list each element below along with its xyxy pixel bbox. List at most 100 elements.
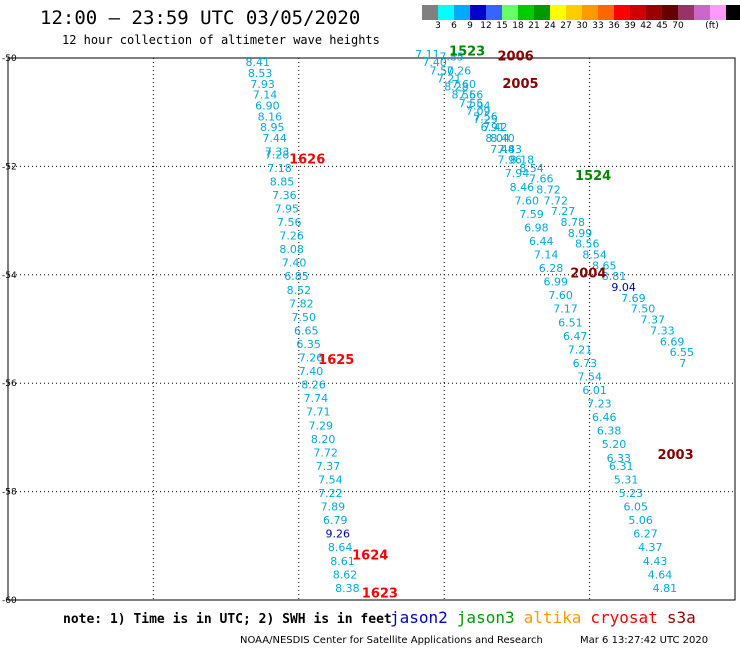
wave-height-value: 7.60 [451, 78, 476, 91]
wave-height-value: 7.95 [275, 202, 300, 215]
color-scale-label: 36 [608, 21, 620, 31]
wave-height-value: 7.93 [250, 78, 274, 91]
plot-frame [7, 57, 736, 601]
wave-height-value: 5.06 [628, 514, 653, 527]
wave-height-value: 8.65 [592, 259, 617, 272]
wave-height-value: 8.40 [490, 132, 515, 145]
wave-height-value: 7.18 [267, 162, 292, 175]
wave-height-value: 9.04 [611, 281, 636, 294]
wave-height-value: 6.47 [563, 330, 588, 343]
wave-height-value: 6.99 [544, 276, 569, 289]
color-scale-label: 15 [496, 21, 508, 31]
wave-height-value: 8.72 [536, 184, 561, 197]
wave-height-map: 303336394245-50-52-54-56-58-608.418.537.… [2, 44, 736, 605]
wave-height-value: 7.23 [587, 398, 612, 411]
color-swatch [566, 5, 582, 20]
wave-height-value: 8.46 [510, 181, 535, 194]
color-scale-label: 45 [656, 21, 668, 31]
pass-label: 1624 [352, 548, 388, 563]
wave-height-value: 6.28 [539, 262, 564, 275]
color-scale-label: 12 [480, 21, 492, 31]
wave-height-value: 7.26 [279, 230, 304, 243]
wave-height-value: 5.23 [619, 487, 644, 500]
color-swatch [534, 5, 550, 20]
y-tick-label: -54 [2, 271, 17, 281]
wave-height-value: 8.64 [328, 541, 353, 554]
wave-height-value: 8.20 [311, 433, 336, 446]
wave-height-value: 9.26 [325, 528, 350, 541]
wave-height-value: 7.40 [282, 257, 307, 270]
wave-height-value: 4.37 [638, 541, 663, 554]
wave-height-value: 7.89 [321, 501, 346, 514]
footer-note: note: 1) Time is in UTC; 2) SWH is in fe… [63, 612, 392, 627]
wave-height-value: 7.69 [621, 292, 646, 305]
wave-height-value: 7.54 [318, 473, 343, 486]
y-tick-label: -50 [2, 54, 17, 64]
wave-height-value: 7.96 [498, 154, 522, 167]
color-swatch [486, 5, 502, 20]
color-swatch [662, 5, 678, 20]
wave-height-value: 6.79 [323, 514, 348, 527]
page-subtitle: 12 hour collection of altimeter wave hei… [62, 33, 380, 47]
wave-height-value: 7.56 [459, 89, 484, 102]
y-tick-label: -60 [2, 596, 17, 605]
pass-label: 1523 [449, 44, 485, 59]
wave-height-value: 7.11 [415, 48, 440, 61]
wave-height-value: 6.69 [660, 335, 685, 348]
color-scale-label: 24 [544, 21, 556, 31]
color-swatch [726, 5, 740, 20]
color-scale-label: 39 [624, 21, 636, 31]
wave-height-value: 6.05 [624, 501, 649, 514]
wave-height-value: 7.94 [466, 99, 491, 112]
color-scale-label: 21 [528, 21, 540, 31]
wave-height-value: 7.82 [289, 297, 314, 310]
wave-height-value: 7.50 [292, 311, 317, 324]
y-tick-label: -58 [2, 488, 17, 498]
wave-height-value: 8.61 [330, 555, 355, 568]
wave-height-value: 7.25 [473, 113, 498, 126]
wave-height-value: 8.16 [258, 110, 283, 123]
page-title: 12:00 – 23:59 UTC 03/05/2020 [40, 7, 361, 29]
color-scale-label: 18 [512, 21, 524, 31]
wave-height-value: 6.91 [481, 121, 506, 134]
wave-height-value: 7.50 [631, 303, 656, 316]
wave-height-value: 7.60 [514, 194, 539, 207]
wave-height-value: 7 [679, 357, 686, 370]
pass-label: 1626 [289, 153, 325, 168]
wave-height-value: 7.22 [318, 487, 343, 500]
wave-height-value: 8.28 [444, 81, 469, 94]
wave-height-value: 8.38 [335, 582, 360, 595]
wave-height-value: 5.20 [602, 438, 627, 451]
wave-height-value: 6.31 [609, 460, 634, 473]
pass-label: 2006 [498, 50, 534, 65]
color-scale-label: 42 [640, 21, 652, 31]
wave-height-value: 6.65 [294, 324, 319, 337]
color-swatch [694, 5, 710, 20]
wave-height-value: 8.26 [301, 379, 326, 392]
y-tick-label: -56 [2, 379, 17, 389]
wave-height-value: 6.44 [529, 235, 554, 248]
pass-label: 1524 [575, 169, 611, 184]
wave-height-value: 7.44 [490, 143, 515, 156]
color-scale-unit: (ft) [705, 21, 719, 31]
wave-height-value: 6.38 [597, 425, 622, 438]
wave-height-value: 6.55 [670, 346, 695, 359]
wave-height-value: 8.81 [602, 270, 627, 283]
legend-entry-cryosat: cryosat [590, 608, 658, 627]
color-swatch [646, 5, 662, 20]
color-swatch [502, 5, 518, 20]
wave-height-value: 7.33 [650, 324, 675, 337]
wave-height-value: 7.59 [519, 208, 544, 221]
wave-height-value: 7.94 [505, 167, 530, 180]
wave-height-value: 8.08 [279, 243, 304, 256]
wave-height-value: 6.51 [558, 316, 583, 329]
credit-text: NOAA/NESDIS Center for Satellite Applica… [240, 635, 543, 646]
wave-height-value: 7.26 [447, 64, 472, 77]
color-swatch [582, 5, 598, 20]
color-swatch [678, 5, 694, 20]
wave-height-value: 6.90 [255, 99, 280, 112]
color-scale-label: 3 [435, 21, 441, 31]
wave-height-value: 8.53 [248, 67, 273, 80]
color-swatch [550, 5, 566, 20]
wave-height-value: 4.43 [643, 555, 668, 568]
